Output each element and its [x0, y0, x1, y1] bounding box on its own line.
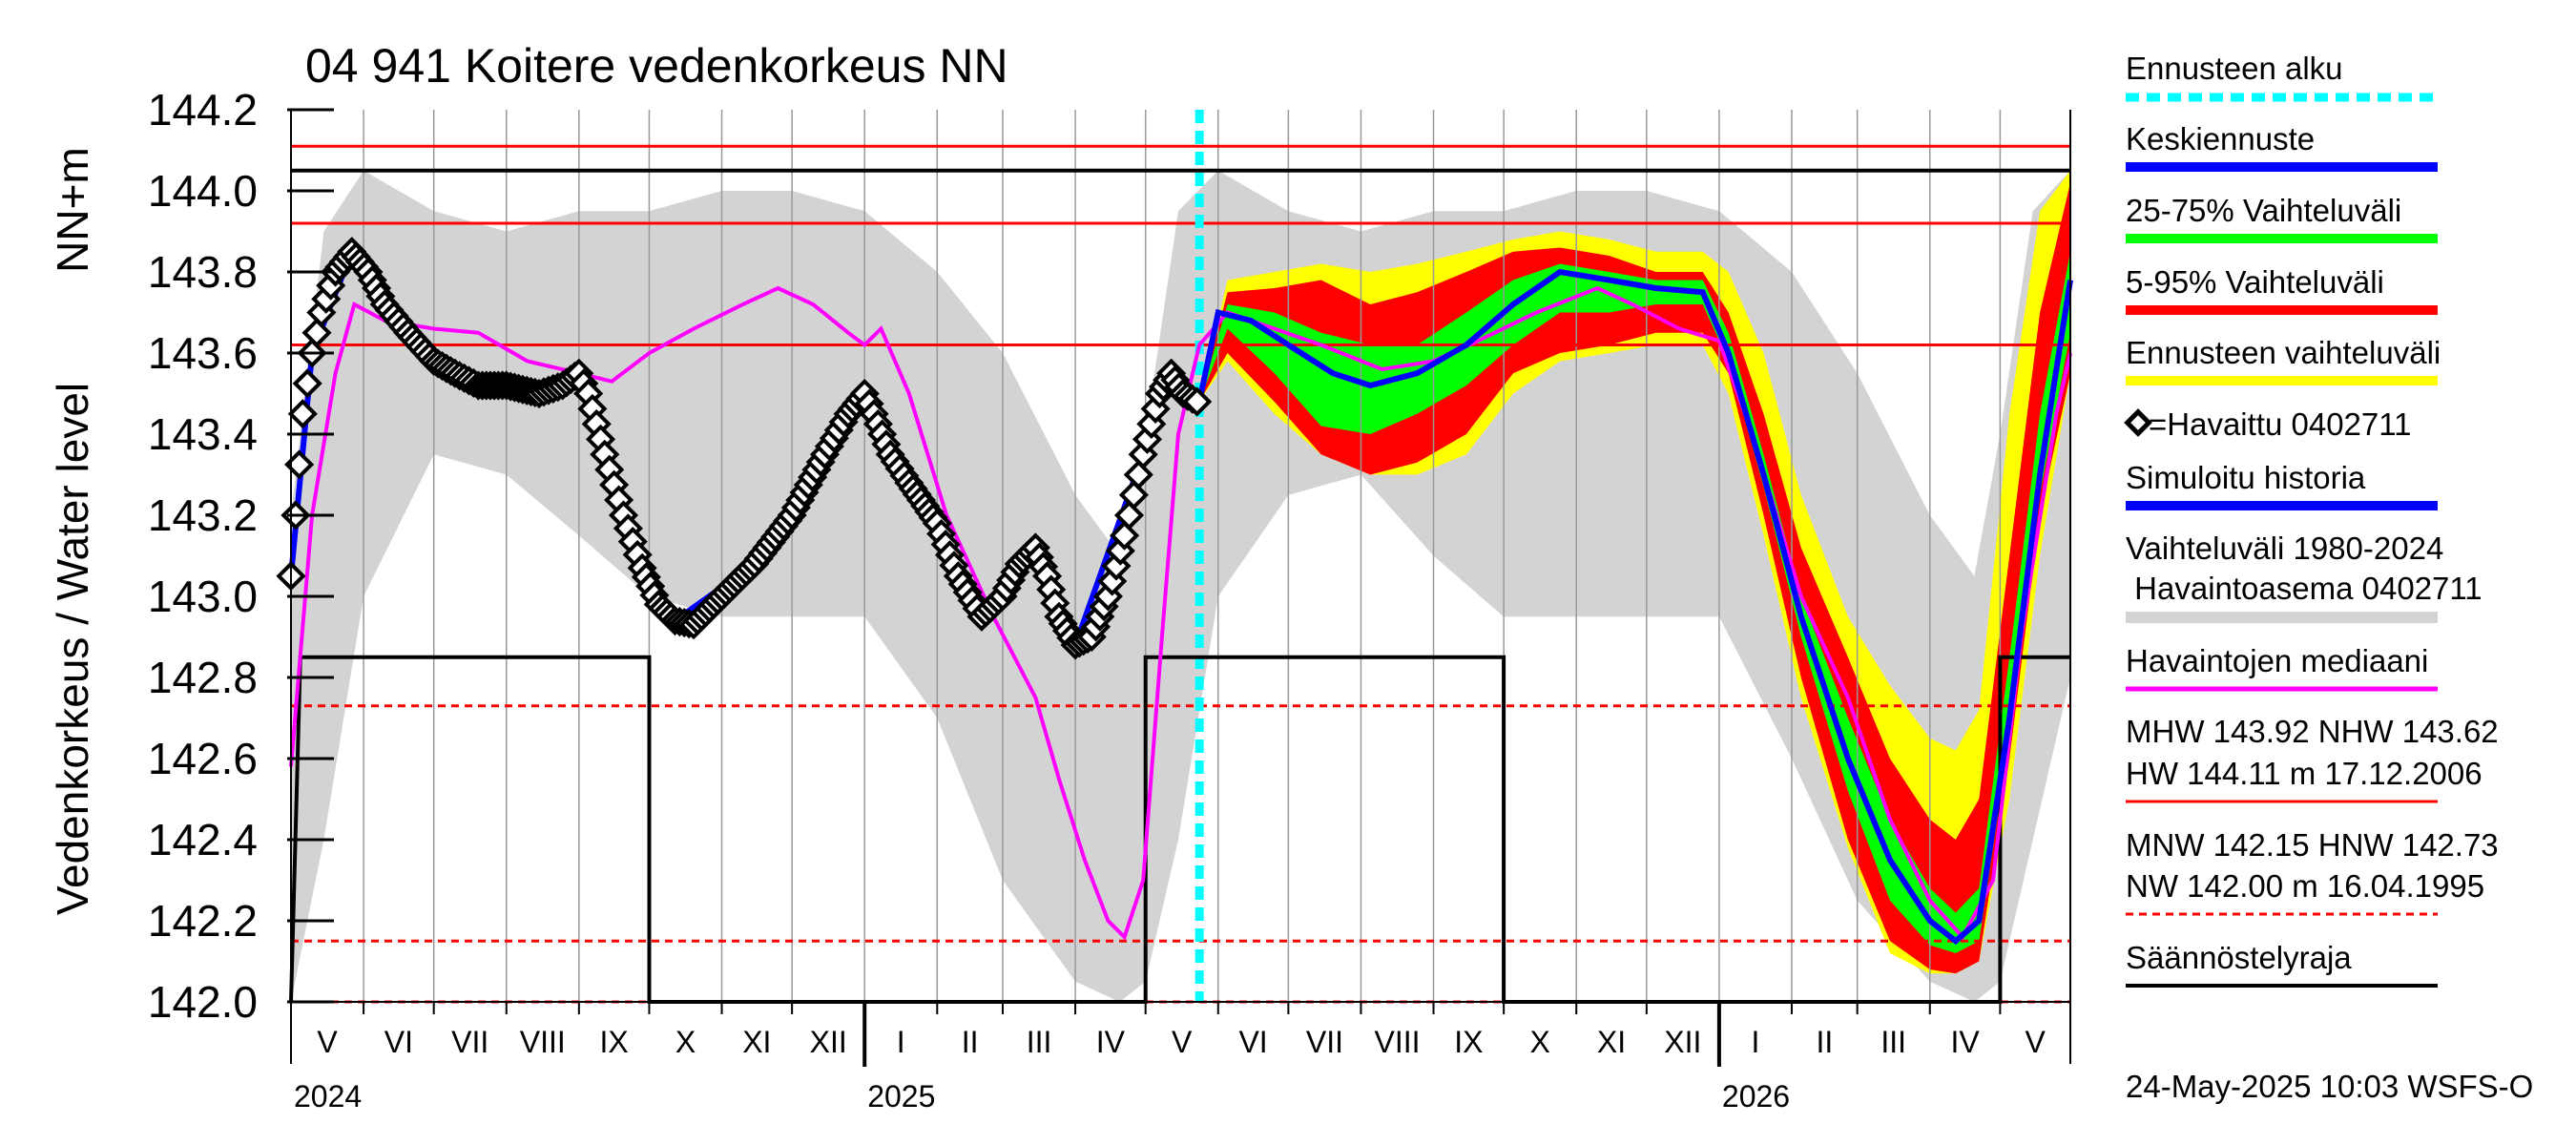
y-tick-label: 142.6: [148, 734, 258, 783]
chart-title: 04 941 Koitere vedenkorkeus NN: [305, 39, 1008, 93]
month-label: IV: [1950, 1025, 1980, 1059]
observed-layer: [276, 237, 1213, 660]
month-label: V: [1172, 1025, 1193, 1059]
observed-point: [284, 449, 315, 480]
legend-median-label: Havaintojen mediaani: [2126, 643, 2428, 678]
observed-point: [292, 368, 322, 399]
legend-history-range-label-2: Havaintoasema 0402711: [2126, 571, 2483, 606]
month-label: II: [1816, 1025, 1833, 1059]
observed-point: [1182, 386, 1213, 417]
month-label: III: [1880, 1025, 1906, 1059]
timestamp: 24-May-2025 10:03 WSFS-O: [2126, 1069, 2533, 1104]
y-tick-label: 144.2: [148, 85, 258, 135]
month-label: VI: [1238, 1025, 1267, 1059]
month-label: III: [1027, 1025, 1052, 1059]
y-tick-label: 143.2: [148, 490, 258, 540]
forecast-mean-line: [1196, 268, 2073, 946]
month-label: X: [675, 1025, 696, 1059]
y-tick-label: 143.4: [148, 409, 258, 459]
history-range-band: [291, 170, 2070, 1002]
month-label: IX: [600, 1025, 629, 1059]
legend-mean-label: Keskiennuste: [2126, 121, 2315, 156]
y-axis-unit: NN+m: [48, 147, 97, 273]
month-label: VI: [384, 1025, 413, 1059]
month-label: XII: [810, 1025, 847, 1059]
band-25-75: [1199, 251, 2070, 953]
legend-history-range-label-1: Vaihteluväli 1980-2024: [2126, 531, 2443, 566]
year-label: 2026: [1722, 1079, 1790, 1114]
year-label: 2025: [867, 1079, 935, 1114]
y-tick-label: 143.8: [148, 247, 258, 297]
legend-simulated-label: Simuloitu historia: [2126, 460, 2366, 495]
bands-layer: [291, 170, 2070, 1002]
observed-point: [1113, 500, 1145, 531]
legend-mhw-label: MHW 143.92 NHW 143.62: [2126, 714, 2499, 749]
month-label: VII: [1306, 1025, 1343, 1059]
y-axis-label: Vedenkorkeus / Water level: [48, 383, 97, 915]
month-label: XI: [1597, 1025, 1626, 1059]
legend-hw-label: HW 144.11 m 17.12.2006: [2126, 756, 2483, 791]
legend-observed-marker: [2124, 408, 2152, 437]
legend-band-5-95-label: 5-95% Vaihteluväli: [2126, 264, 2384, 300]
y-tick-label: 143.6: [148, 328, 258, 378]
month-label: IX: [1454, 1025, 1483, 1059]
y-tick-label: 142.0: [148, 977, 258, 1027]
legend-regulation-label: Säännöstelyraja: [2126, 940, 2352, 975]
legend-observed-label: =Havaittu 0402711: [2149, 406, 2412, 442]
observed-point: [1110, 520, 1140, 551]
regulation-limit-line: [289, 655, 2070, 1004]
year-label: 2024: [294, 1079, 362, 1114]
legend-forecast-range-label: Ennusteen vaihteluväli: [2126, 335, 2441, 370]
y-tick-label: 143.0: [148, 572, 258, 621]
observed-point: [1118, 480, 1149, 510]
y-tick-label: 142.4: [148, 815, 258, 864]
month-label: XII: [1664, 1025, 1701, 1059]
observed-point: [301, 318, 332, 348]
y-tick-label: 142.2: [148, 896, 258, 946]
month-label: XI: [742, 1025, 771, 1059]
month-label: II: [962, 1025, 979, 1059]
month-label: V: [317, 1025, 338, 1059]
month-label: VIII: [520, 1025, 566, 1059]
month-label: X: [1530, 1025, 1550, 1059]
month-label: I: [1751, 1025, 1759, 1059]
y-tick-label: 144.0: [148, 166, 258, 216]
legend-nw-label: NW 142.00 m 16.04.1995: [2126, 868, 2484, 904]
month-label: VII: [451, 1025, 488, 1059]
legend-mnw-label: MNW 142.15 HNW 142.73: [2126, 827, 2499, 863]
month-label: I: [897, 1025, 905, 1059]
month-label: VIII: [1374, 1025, 1420, 1059]
month-label: V: [2025, 1025, 2046, 1059]
month-label: IV: [1096, 1025, 1126, 1059]
legend-band-25-75-label: 25-75% Vaihteluväli: [2126, 193, 2401, 228]
observed-point: [1123, 459, 1153, 490]
legend-forecast-start-label: Ennusteen alku: [2126, 51, 2343, 86]
legend: Ennusteen alku Keskiennuste 25-75% Vaiht…: [2124, 51, 2499, 988]
observed-point: [287, 399, 318, 429]
axes-layer: 142.0 142.2 142.4 142.6 142.8 143.0 143.2 143.4…: [148, 85, 2071, 1114]
y-tick-label: 142.8: [148, 653, 258, 702]
